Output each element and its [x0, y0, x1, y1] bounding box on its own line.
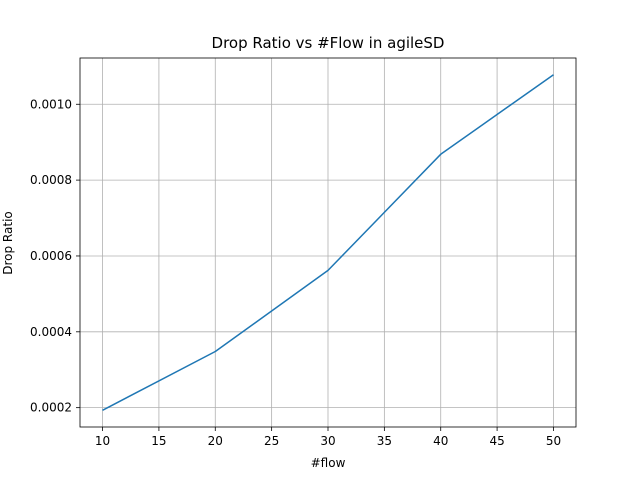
chart-title: Drop Ratio vs #Flow in agileSD [212, 34, 445, 52]
x-axis-label: #flow [311, 456, 346, 470]
x-tick-label: 25 [264, 434, 279, 448]
x-tick-label: 10 [95, 434, 110, 448]
axis-ticks: 10 15 20 25 30 35 40 45 50 0.0002 0.0004 0.0006 0.00… [30, 97, 561, 448]
x-tick-label: 35 [377, 434, 392, 448]
y-tick-label: 0.0004 [30, 325, 72, 339]
grid-lines [80, 58, 576, 427]
y-tick-label: 0.0002 [30, 401, 72, 415]
x-tick-label: 15 [151, 434, 166, 448]
x-tick-label: 40 [433, 434, 448, 448]
y-tick-label: 0.0008 [30, 173, 72, 187]
series-layer [102, 74, 554, 411]
y-tick-label: 0.0006 [30, 249, 72, 263]
y-tick-label: 0.0010 [30, 97, 72, 111]
y-axis-label: Drop Ratio [1, 211, 15, 275]
x-tick-label: 20 [208, 434, 223, 448]
series-line-0 [102, 74, 554, 411]
x-tick-label: 45 [489, 434, 504, 448]
x-tick-label: 30 [320, 434, 335, 448]
x-tick-label: 50 [546, 434, 561, 448]
